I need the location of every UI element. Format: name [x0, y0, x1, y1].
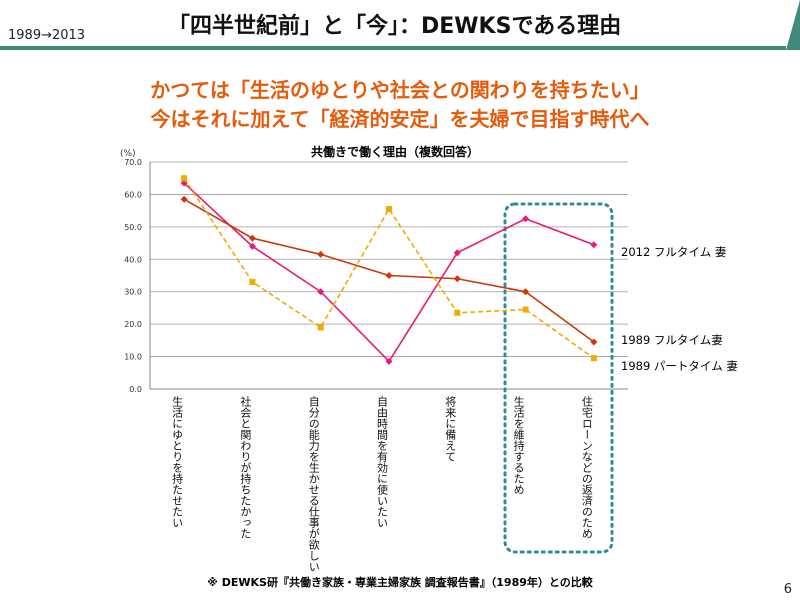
y-tick-label: 0.0 [129, 385, 142, 394]
x-tick-label: 自分の能力を生かせる仕事が欲しい [307, 396, 320, 572]
data-point [386, 206, 392, 213]
data-point [590, 241, 598, 249]
data-point [385, 357, 393, 365]
x-tick-label: 住宅ローンなどの返済のため [580, 395, 593, 539]
data-point [248, 234, 256, 242]
x-axis-labels: 生活にゆとりを持たせたい 社会と関わりが持ちたかった 自分の能力を生かせる仕事が欲し… [171, 395, 594, 572]
chart-title: 共働きで働く理由（複数回答） [311, 144, 479, 159]
x-tick-label: 生活を維持するため [512, 395, 525, 495]
y-axis-unit: (%) [120, 149, 136, 159]
headline-line-1: かつては「生活のゆとりや社会との関わりを持ちたい」 [150, 78, 650, 102]
data-point [590, 355, 597, 362]
data-point [522, 306, 529, 313]
header-rule [0, 46, 800, 50]
data-point [249, 278, 256, 285]
data-point [453, 275, 461, 283]
data-point [181, 175, 188, 182]
year-range-label: 1989→2013 [8, 28, 86, 43]
series-lines [180, 175, 598, 365]
y-tick-label: 50.0 [124, 223, 142, 232]
footnote: ※ DEWKS研『共働き家族・専業主婦家族 調査報告書』（1989年）との比較 [207, 576, 593, 589]
data-point [385, 272, 393, 279]
data-point [317, 288, 325, 296]
legend-label: 1989 フルタイム妻 [621, 333, 723, 347]
data-point [454, 309, 461, 316]
data-point [522, 215, 530, 223]
data-point [248, 242, 256, 250]
data-point [590, 338, 598, 346]
legend-label: 2012 フルタイム 妻 [621, 245, 726, 259]
y-tick-label: 70.0 [124, 158, 142, 167]
data-point [522, 288, 530, 296]
series-line [183, 177, 595, 359]
y-tick-label: 60.0 [124, 190, 142, 199]
x-tick-label: 社会と関わりが持ちたかった [239, 395, 252, 539]
legend-label: 1989 パートタイム 妻 [621, 359, 738, 373]
highlight-box [503, 202, 614, 554]
page-number: 6 [783, 582, 792, 597]
corner-decoration [786, 0, 800, 50]
y-axis-ticks: 0.0 10.0 20.0 30.0 40.0 50.0 60.0 70.0 [124, 158, 142, 394]
y-tick-label: 10.0 [124, 353, 142, 362]
gridlines [149, 161, 628, 390]
data-point [453, 249, 461, 257]
x-tick-label: 自由時間を有効に使いたい [376, 396, 389, 528]
y-tick-label: 30.0 [124, 288, 142, 297]
headline-line-2: 今はそれに加えて「経済的安定」を夫婦で目指す時代へ [150, 107, 650, 131]
y-tick-label: 40.0 [124, 255, 142, 264]
x-tick-label: 生活にゆとりを持たせたい [171, 395, 184, 528]
x-tick-label: 将来に備えて [444, 396, 457, 462]
slide-title: 「四半世紀前」と「今」：DEWKSである理由 [168, 14, 622, 39]
data-point [180, 195, 188, 203]
y-tick-label: 20.0 [124, 320, 142, 329]
data-point [317, 250, 325, 258]
data-point [317, 324, 324, 331]
legend: 2012 フルタイム 妻 1989 フルタイム妻 1989 パートタイム 妻 [621, 245, 738, 373]
